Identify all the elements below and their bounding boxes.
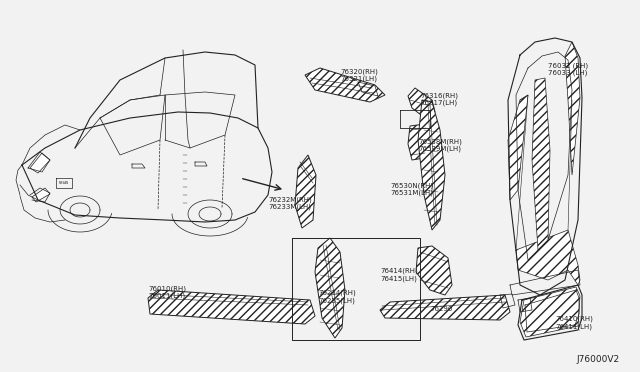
Text: J76000V2: J76000V2 (577, 355, 620, 364)
Text: 76538M(RH)
76539M(LH): 76538M(RH) 76539M(LH) (418, 138, 462, 152)
Text: 76010(RH)
76011(LH): 76010(RH) 76011(LH) (148, 285, 186, 299)
Polygon shape (30, 153, 50, 173)
Polygon shape (380, 295, 510, 320)
Polygon shape (520, 287, 580, 337)
Text: 76290: 76290 (430, 306, 452, 312)
Polygon shape (516, 230, 580, 285)
Text: 76032 (RH)
76033 (LH): 76032 (RH) 76033 (LH) (548, 62, 588, 76)
Polygon shape (148, 290, 315, 324)
Polygon shape (295, 155, 316, 228)
Polygon shape (416, 246, 452, 295)
Polygon shape (305, 68, 385, 102)
Text: 76530N(RH)
76531M(LH): 76530N(RH) 76531M(LH) (390, 182, 433, 196)
Polygon shape (32, 188, 50, 202)
Polygon shape (315, 238, 345, 338)
Polygon shape (508, 95, 528, 200)
Text: 76414(RH)
76415(LH): 76414(RH) 76415(LH) (380, 268, 418, 282)
Text: 76232M(RH)
76233M(LH): 76232M(RH) 76233M(LH) (268, 196, 312, 210)
Text: 76234(RH)
76235(LH): 76234(RH) 76235(LH) (318, 290, 356, 304)
Polygon shape (565, 42, 580, 175)
Polygon shape (418, 100, 445, 230)
Polygon shape (532, 78, 550, 250)
Polygon shape (408, 124, 428, 160)
Text: 76320(RH)
76321(LH): 76320(RH) 76321(LH) (340, 68, 378, 82)
Text: 76316(RH)
76317(LH): 76316(RH) 76317(LH) (420, 92, 458, 106)
Polygon shape (408, 88, 435, 118)
Text: NISSAN: NISSAN (59, 181, 69, 185)
Text: 76410(RH)
76411(LH): 76410(RH) 76411(LH) (555, 316, 593, 330)
